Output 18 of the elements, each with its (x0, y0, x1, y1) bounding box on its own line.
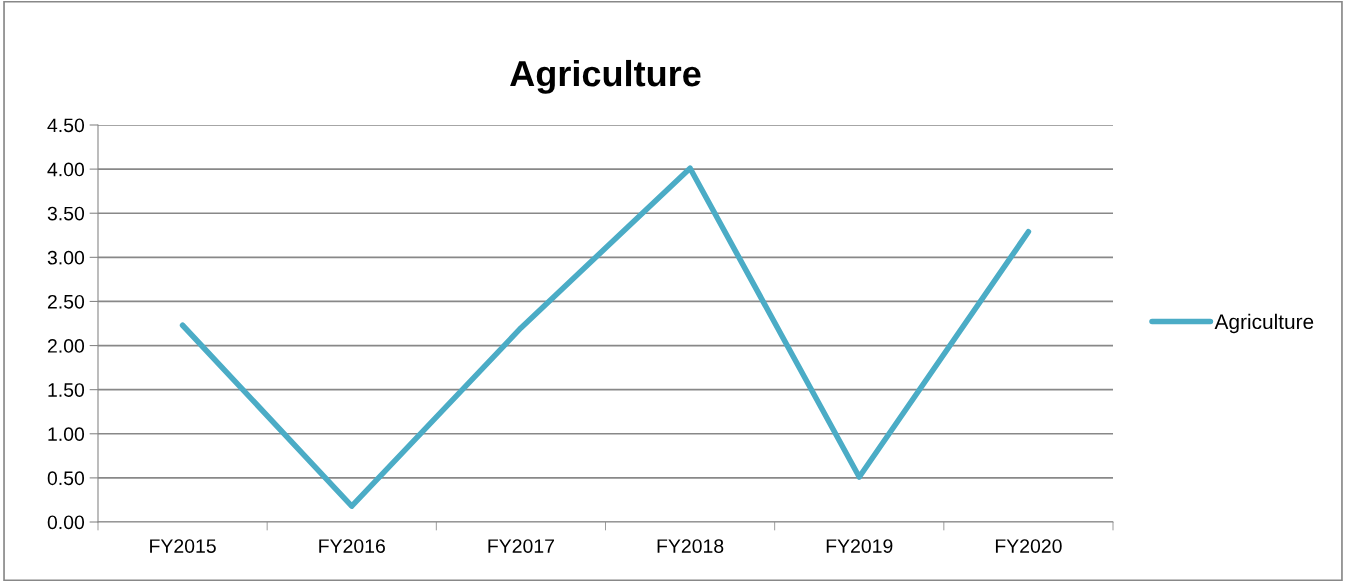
y-tick-label: 1.50 (48, 383, 85, 397)
y-tick-label: 2.00 (47, 339, 85, 353)
y-tick-label: 3.50 (47, 206, 85, 221)
y-tick-label: 4.50 (47, 118, 85, 133)
y-tick-label: 0.00 (47, 515, 85, 530)
x-tick-label: FY2019 (826, 539, 893, 553)
x-tick-label: FY2015 (150, 539, 216, 553)
x-tick-label: FY2018 (657, 539, 724, 553)
chart-title: Agriculture (510, 59, 701, 94)
y-tick-label: 0.50 (47, 471, 85, 486)
y-tick-label: 1.00 (48, 427, 85, 442)
y-tick-label: 3.00 (47, 250, 85, 265)
legend-label: Agriculture (1214, 313, 1314, 334)
y-tick-label: 4.00 (47, 162, 85, 177)
x-tick-label: FY2020 (995, 539, 1062, 553)
y-tick-label: 2.50 (47, 294, 85, 309)
x-tick-label: FY2017 (488, 539, 554, 553)
x-tick-label: FY2016 (319, 539, 385, 553)
